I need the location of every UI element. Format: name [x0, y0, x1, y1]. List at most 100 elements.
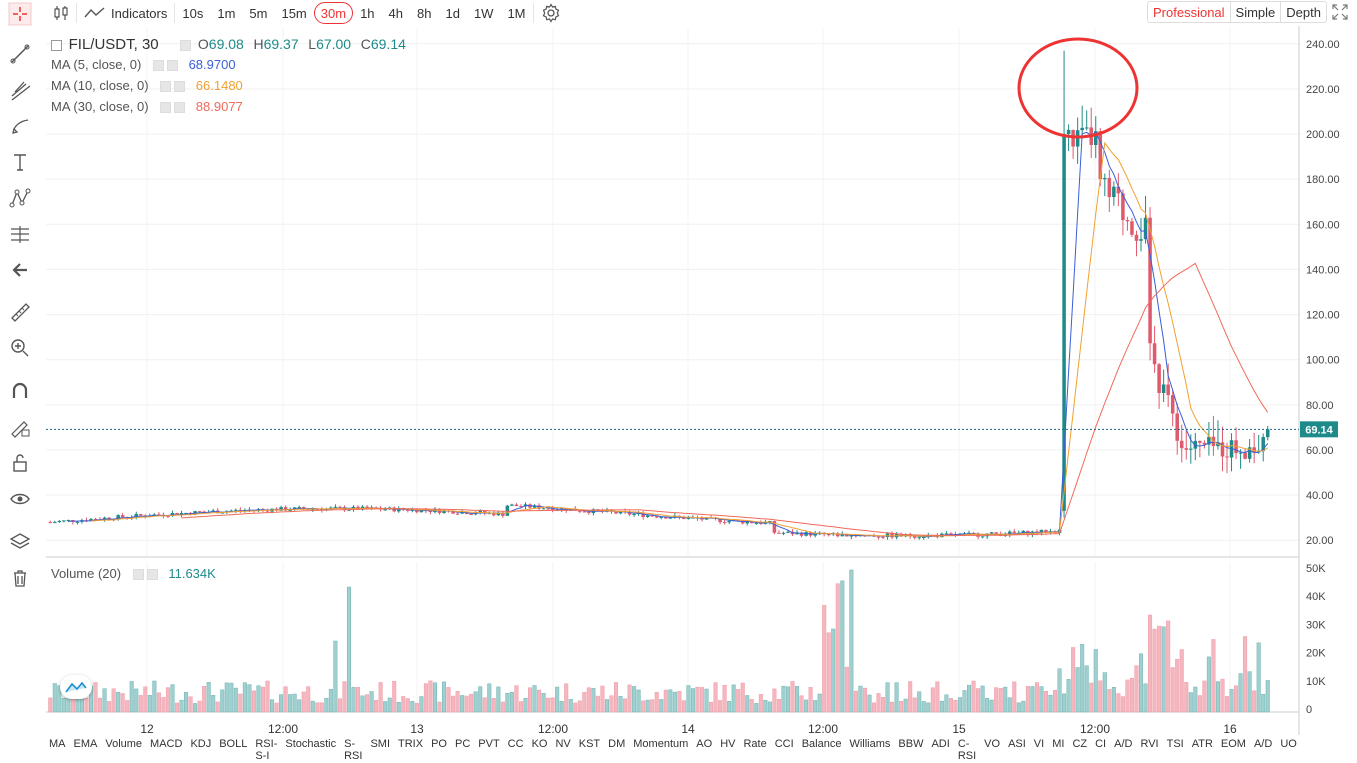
settings-icon[interactable]	[152, 60, 164, 72]
interval-30m[interactable]: 30m	[313, 2, 354, 24]
unlock-icon[interactable]	[6, 449, 34, 477]
volume-bar	[211, 695, 216, 713]
indicator-po[interactable]: PO	[431, 738, 447, 750]
text-icon[interactable]	[6, 148, 34, 176]
interval-1h[interactable]: 1h	[360, 5, 375, 21]
indicator-kst[interactable]: KST	[578, 738, 601, 750]
indicator-cz[interactable]: CZ	[1072, 738, 1088, 750]
collapse-icon[interactable]	[51, 40, 62, 52]
interval-4h[interactable]: 4h	[388, 5, 403, 21]
close-icon[interactable]	[174, 102, 186, 114]
close-icon[interactable]	[174, 81, 186, 93]
indicator-smi[interactable]: SMI	[370, 738, 391, 750]
interval-10s[interactable]: 10s	[182, 5, 204, 21]
candle-type-icon[interactable]	[46, 2, 76, 24]
indicator-macd[interactable]: MACD	[150, 738, 183, 750]
indicator-pc[interactable]: PC	[454, 738, 471, 750]
indicator-rsi-s-i[interactable]: RSI-S-I	[255, 738, 278, 762]
indicator-kdj[interactable]: KDJ	[190, 738, 212, 750]
volume-bar	[423, 683, 428, 713]
prediction-icon[interactable]	[6, 220, 34, 248]
candle-body	[582, 511, 587, 513]
indicator-momentum[interactable]: Momentum	[633, 738, 689, 750]
magnet-icon[interactable]	[6, 377, 34, 405]
interval-8h[interactable]: 8h	[417, 5, 432, 21]
indicator-trix[interactable]: TRIX	[398, 738, 424, 750]
indicator-uo[interactable]: UO	[1280, 738, 1297, 750]
trendline-icon[interactable]	[6, 40, 34, 68]
pattern-icon[interactable]	[6, 184, 34, 212]
indicator-bbw[interactable]: BBW	[898, 738, 924, 750]
interval-1W[interactable]: 1W	[473, 5, 494, 21]
indicator-ma[interactable]: MA	[49, 738, 66, 750]
mode-depth[interactable]: Depth	[1281, 1, 1327, 23]
indicator-a-d[interactable]: A/D	[1253, 738, 1273, 750]
indicator-williams[interactable]: Williams	[849, 738, 891, 750]
volume-tick: 10K	[1306, 676, 1326, 688]
fullscreen-icon[interactable]	[1327, 3, 1353, 21]
mode-professional[interactable]: Professional	[1147, 1, 1231, 23]
pitchfork-icon[interactable]	[6, 76, 34, 104]
indicator-nv[interactable]: NV	[555, 738, 571, 750]
interval-1m[interactable]: 1m	[217, 5, 236, 21]
eye-icon[interactable]	[6, 485, 34, 513]
interval-1d[interactable]: 1d	[445, 5, 460, 21]
zoom-in-icon[interactable]	[6, 334, 34, 362]
interval-15m[interactable]: 15m	[281, 5, 307, 21]
indicator-ao[interactable]: AO	[696, 738, 713, 750]
high-value: 69.37	[263, 36, 299, 52]
interval-5m[interactable]: 5m	[249, 5, 268, 21]
volume-bar	[61, 697, 66, 713]
brush-icon[interactable]	[6, 112, 34, 140]
trash-icon[interactable]	[6, 564, 34, 592]
ruler-icon[interactable]	[6, 298, 34, 326]
candle-body	[546, 508, 550, 510]
indicator-eom[interactable]: EOM	[1220, 738, 1246, 750]
lock-draw-icon[interactable]	[6, 413, 34, 441]
interval-1M[interactable]: 1M	[507, 5, 526, 21]
candle-body	[772, 521, 777, 533]
indicator-stochastic[interactable]: Stochastic	[285, 738, 337, 750]
mode-simple[interactable]: Simple	[1230, 1, 1282, 23]
indicator-ko[interactable]: KO	[531, 738, 548, 750]
indicator-mi[interactable]: MI	[1052, 738, 1065, 750]
indicator-pvt[interactable]: PVT	[478, 738, 500, 750]
volume-bar	[962, 690, 967, 713]
indicator-rate[interactable]: Rate	[743, 738, 767, 750]
indicator-asi[interactable]: ASI	[1008, 738, 1026, 750]
settings-icon[interactable]	[132, 569, 144, 581]
indicator-atr[interactable]: ATR	[1191, 738, 1213, 750]
settings-icon[interactable]	[534, 2, 568, 24]
indicator-cci[interactable]: CCI	[774, 738, 794, 750]
indicator-balance[interactable]: Balance	[801, 738, 842, 750]
indicator-tsi[interactable]: TSI	[1166, 738, 1184, 750]
indicator-cc[interactable]: CC	[507, 738, 524, 750]
indicators-button[interactable]: Indicators	[77, 2, 174, 24]
settings-icon[interactable]	[180, 40, 192, 52]
indicator-volume[interactable]: Volume	[105, 738, 143, 750]
indicator-adi[interactable]: ADI	[931, 738, 950, 750]
volume-bar	[595, 695, 600, 713]
settings-icon[interactable]	[160, 102, 172, 114]
indicator-vi[interactable]: VI	[1033, 738, 1045, 750]
back-arrow-icon[interactable]	[6, 256, 34, 284]
volume-bar	[193, 703, 198, 713]
indicator-s-rsi[interactable]: S-RSI	[344, 738, 363, 762]
crosshair-icon[interactable]	[6, 0, 34, 28]
volume-bar	[328, 688, 333, 713]
indicator-rvi[interactable]: RVI	[1140, 738, 1159, 750]
indicator-hv[interactable]: HV	[720, 738, 736, 750]
layers-icon[interactable]	[6, 528, 34, 556]
indicator-vo[interactable]: VO	[984, 738, 1001, 750]
indicator-ema[interactable]: EMA	[73, 738, 98, 750]
settings-icon[interactable]	[160, 81, 172, 93]
indicator-dm[interactable]: DM	[608, 738, 626, 750]
candle-body	[808, 532, 813, 536]
indicator-c-rsi[interactable]: C-RSI	[957, 738, 977, 762]
close-icon[interactable]	[146, 569, 158, 581]
indicator-a-d[interactable]: A/D	[1114, 738, 1133, 750]
close-icon[interactable]	[166, 60, 178, 72]
volume-bar	[659, 699, 664, 713]
indicator-boll[interactable]: BOLL	[219, 738, 248, 750]
indicator-ci[interactable]: CI	[1095, 738, 1107, 750]
